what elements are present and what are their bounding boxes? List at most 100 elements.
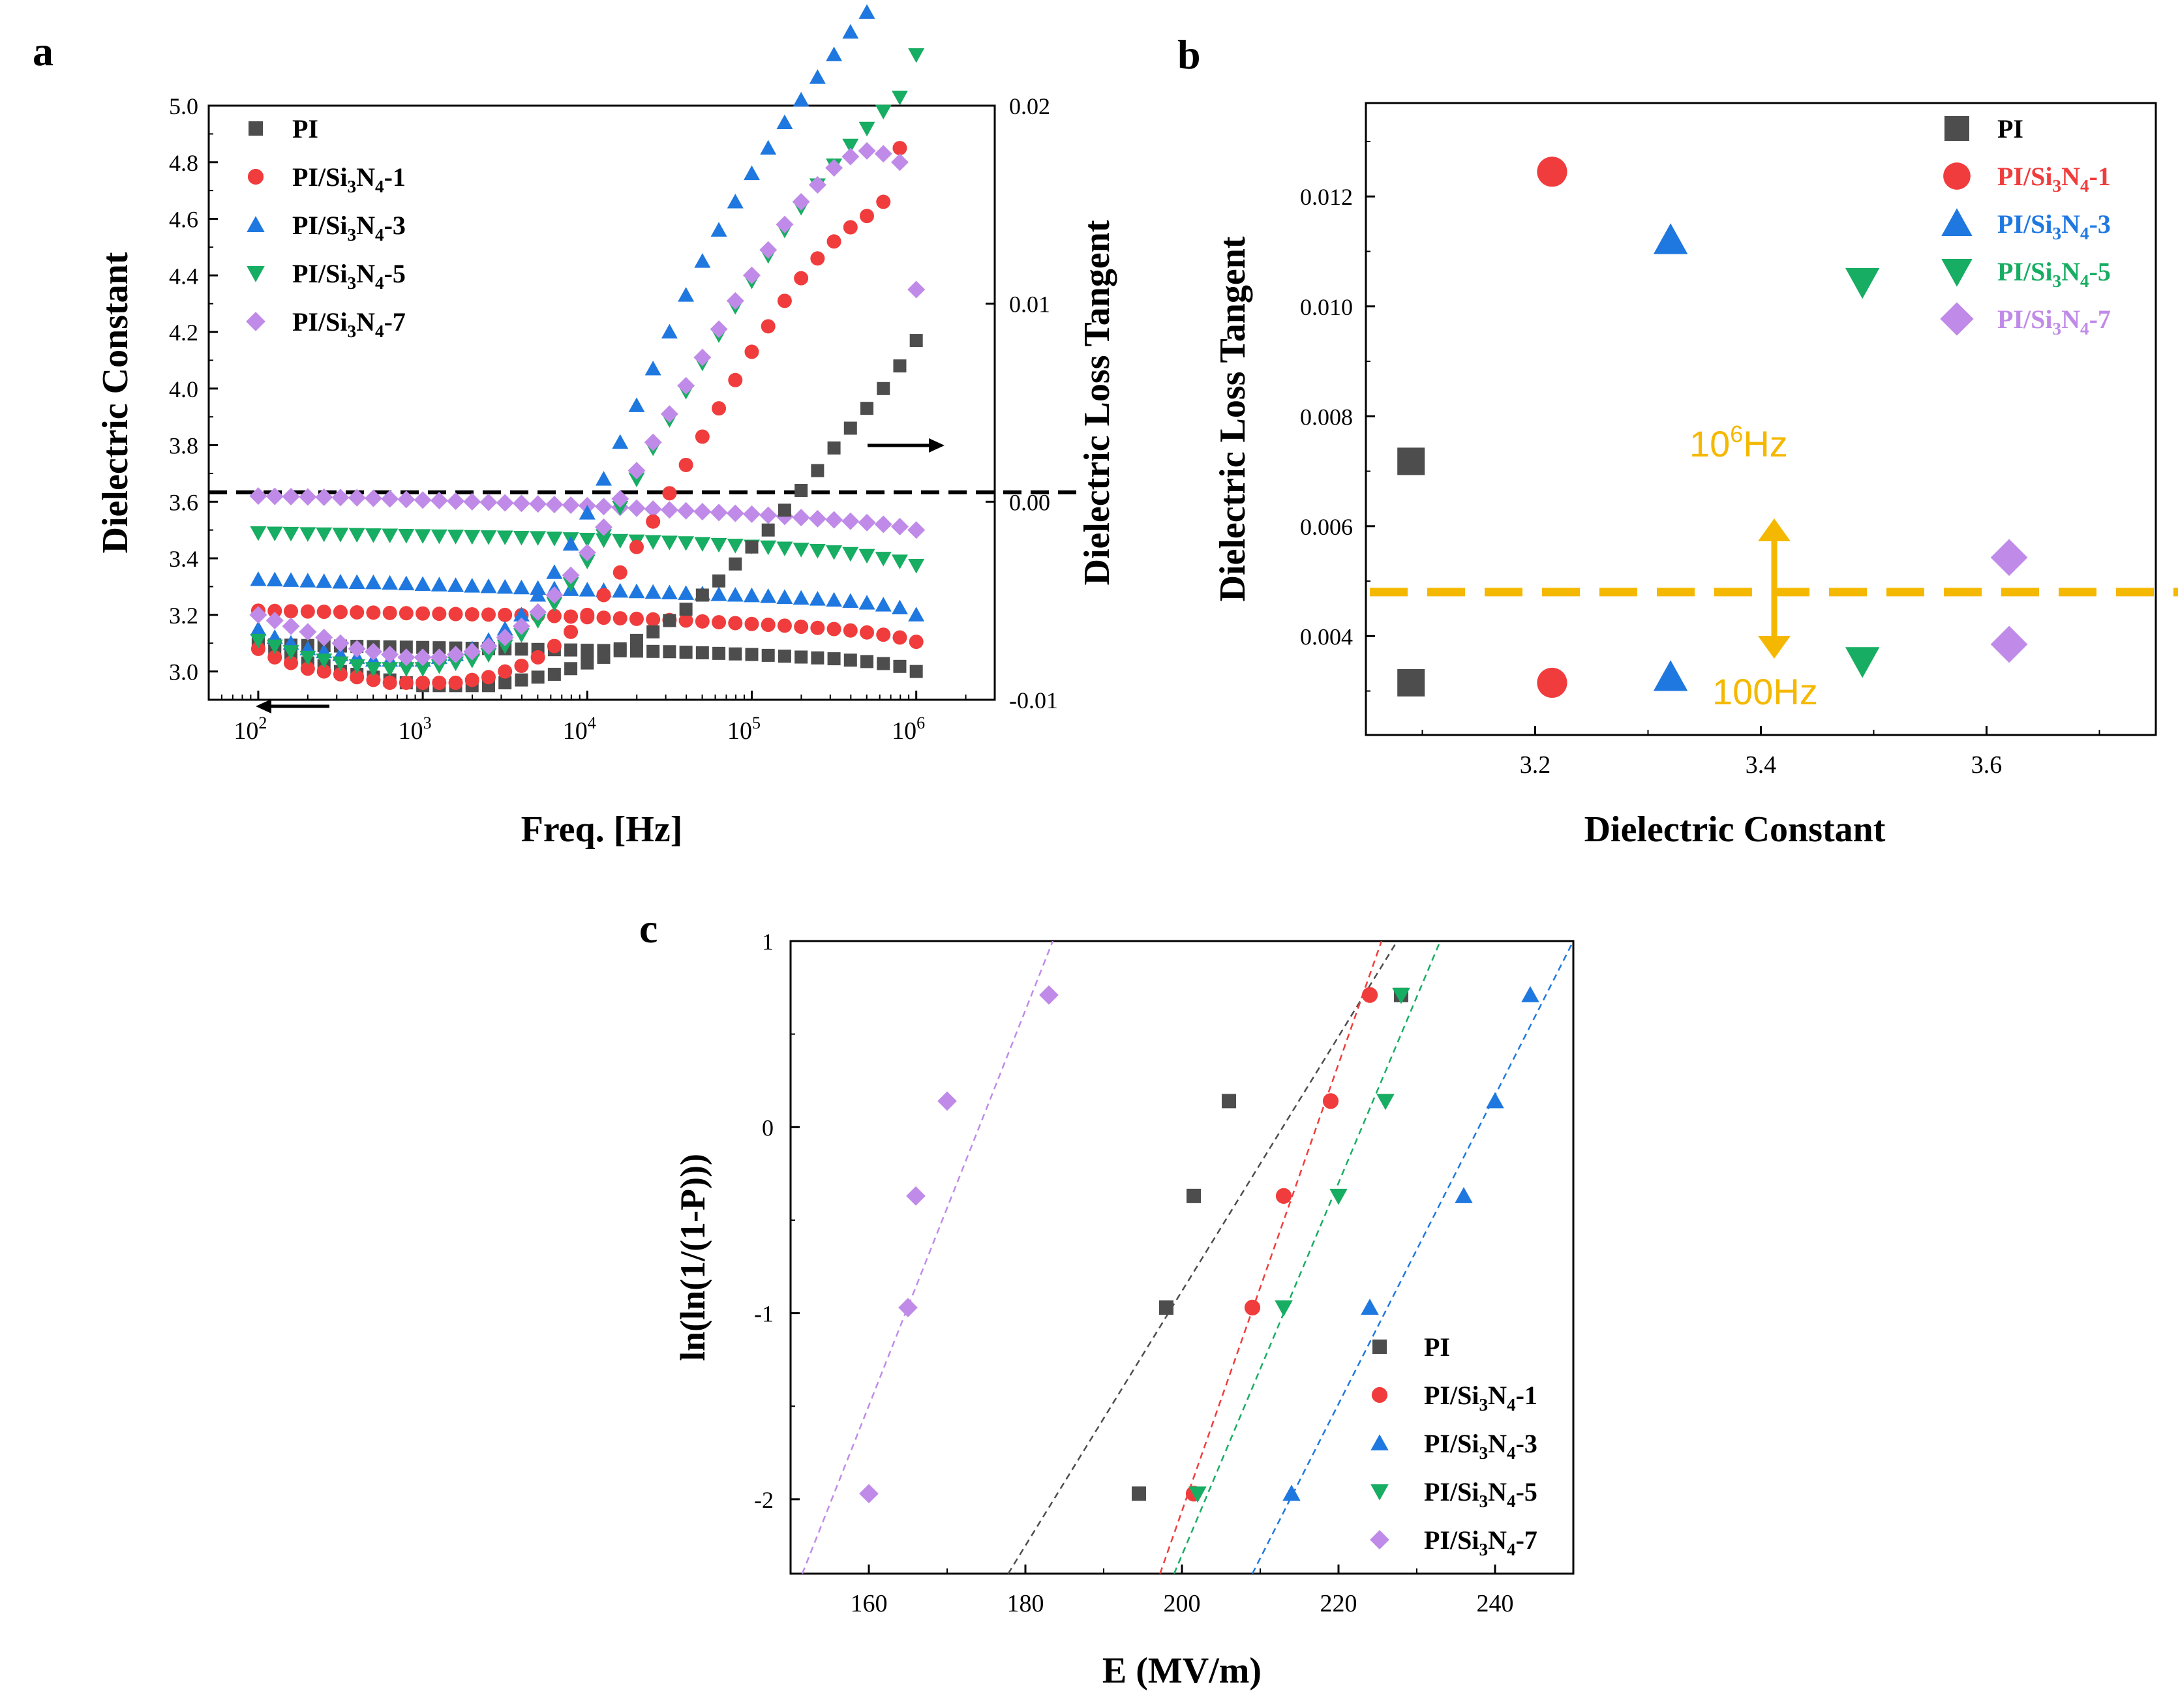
panel-a-point xyxy=(333,667,348,682)
panel-b-series-pi-si3n4-3 xyxy=(1653,223,1688,691)
panel-a-point xyxy=(712,646,726,660)
panel-a-point xyxy=(826,46,843,61)
panel-a-point xyxy=(761,648,775,662)
panel-a-point xyxy=(250,526,267,541)
panel-a-point xyxy=(416,675,431,690)
panel-a-point xyxy=(778,650,791,663)
panel-a-point xyxy=(481,607,496,622)
panel-a-point xyxy=(564,643,578,657)
panel-c-point xyxy=(1521,985,1539,1002)
panel-a-point xyxy=(250,621,267,636)
panel-a-point xyxy=(843,421,857,435)
panel-a-point xyxy=(710,503,728,522)
panel-b-legend-marker xyxy=(1940,302,1974,336)
panel-a-point xyxy=(679,603,693,616)
panel-a-point xyxy=(612,434,629,449)
panel-b-legend-label: PI xyxy=(1997,114,2023,143)
panel-a-point xyxy=(644,433,662,451)
panel-a-point xyxy=(908,607,925,622)
panel-c-fit-line-pi xyxy=(1007,941,1399,1574)
panel-a-ytick-label: 4.6 xyxy=(169,207,198,233)
panel-a-point xyxy=(299,650,316,666)
panel-b-xtick-label: 3.6 xyxy=(1971,751,2003,779)
panel-a-point xyxy=(513,607,530,622)
panel-a-point xyxy=(907,280,926,299)
panel-a-point xyxy=(710,320,728,338)
panel-a-arrow-left-head xyxy=(256,699,271,713)
panel-a-point xyxy=(300,661,315,676)
panel-a-point xyxy=(515,673,528,687)
panel-b-legend-label: PI/Si3N4-7 xyxy=(1997,305,2111,338)
panel-a-point xyxy=(825,511,843,529)
panel-a-point xyxy=(448,675,463,690)
panel-c-point xyxy=(1187,1188,1201,1203)
panel-a-point xyxy=(530,614,547,629)
panel-a-point xyxy=(628,583,645,599)
panel-c-point xyxy=(906,1186,926,1206)
panel-a-point xyxy=(348,659,365,674)
panel-a-point xyxy=(365,528,382,543)
panel-a-point xyxy=(416,640,430,654)
panel-a-point xyxy=(729,647,742,661)
panel-c-xtick-label: 240 xyxy=(1477,1590,1514,1617)
panel-a-point xyxy=(414,491,432,509)
panel-a-point xyxy=(430,648,448,667)
panel-a-point xyxy=(496,530,513,546)
panel-a-xtick-label: 104 xyxy=(563,713,596,745)
panel-a-point xyxy=(546,532,563,547)
panel-a-point xyxy=(794,620,809,635)
panel-a-ylabel: Dielectric Constant xyxy=(95,252,136,553)
panel-a-point xyxy=(761,523,775,537)
panel-a-point xyxy=(463,642,481,661)
panel-c-legend-label: PI xyxy=(1424,1332,1450,1362)
panel-a-point xyxy=(890,153,909,172)
panel-a-point xyxy=(531,670,545,684)
panel-b-point xyxy=(1653,223,1688,254)
panel-a-point xyxy=(744,344,759,359)
panel-a-point xyxy=(612,582,629,598)
panel-c-ytick-label: 1 xyxy=(762,929,774,955)
panel-a-point xyxy=(249,606,267,624)
panel-a-legend-label: PI/Si3N4-5 xyxy=(292,259,406,293)
panel-a-point xyxy=(860,655,874,668)
panel-b-point xyxy=(1537,667,1567,698)
panel-a-point xyxy=(628,472,645,488)
panel-a-point xyxy=(712,401,727,416)
panel-a-point xyxy=(250,641,265,656)
panel-a-point xyxy=(498,676,512,689)
panel-a-point xyxy=(743,165,760,181)
panel-a-point xyxy=(644,360,661,376)
panel-a-point xyxy=(745,540,759,554)
panel-c-point xyxy=(1188,1486,1207,1503)
panel-a-point xyxy=(760,588,777,603)
panel-a-ytick-label: 4.8 xyxy=(169,150,198,176)
panel-a-point xyxy=(316,653,333,668)
panel-a-point xyxy=(414,529,431,544)
panel-b-loss-vs-constant-chart: 0.004 0.006 0.008 0.010 0.012 3.2 3.4 3.6 Dielec… xyxy=(1213,102,2178,850)
panel-a-point xyxy=(547,608,562,623)
panel-a-point xyxy=(612,501,629,516)
panel-a-point xyxy=(693,348,712,367)
panel-a-legend-label: PI/Si3N4-7 xyxy=(292,307,406,341)
panel-a-point xyxy=(545,586,564,604)
panel-a-point xyxy=(596,471,613,486)
panel-a-point xyxy=(860,209,875,224)
panel-a-point xyxy=(348,574,365,589)
panel-b-xtick-label: 3.4 xyxy=(1746,751,1777,779)
panel-c-point xyxy=(1132,1486,1146,1501)
panel-c-xtick-label: 220 xyxy=(1320,1590,1357,1617)
panel-a-point xyxy=(430,492,448,510)
panel-b-series-pi-si3n4-1 xyxy=(1537,157,1567,698)
panel-a-point xyxy=(908,48,925,63)
panel-a-point xyxy=(447,492,465,510)
panel-c-fit-lines xyxy=(801,941,1573,1574)
panel-a-point xyxy=(381,490,399,508)
panel-a-point xyxy=(809,591,826,606)
panel-a-point xyxy=(282,572,299,587)
panel-a-point xyxy=(579,533,596,548)
panel-c-point xyxy=(859,1484,879,1504)
panel-a-point xyxy=(432,607,447,622)
panel-a-legend-marker xyxy=(247,168,264,185)
panel-a-point xyxy=(743,587,760,603)
panel-a-point xyxy=(479,493,498,511)
